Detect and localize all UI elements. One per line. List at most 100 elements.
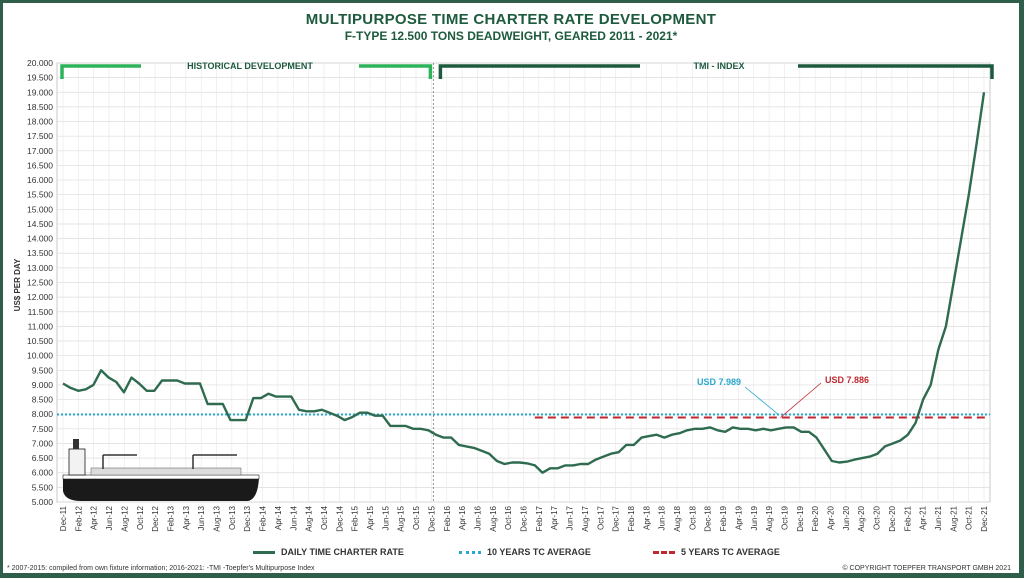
- y-tick-label: 9.000: [32, 380, 54, 390]
- ten-year-callout-line: [744, 386, 779, 415]
- x-tick-label: Oct-13: [228, 505, 237, 530]
- x-tick-label: Oct-16: [504, 505, 513, 530]
- x-tick-label: Apr-16: [458, 505, 467, 530]
- x-tick-label: Jun-19: [750, 505, 759, 530]
- x-tick-label: Apr-17: [550, 505, 559, 530]
- x-tick-label: Jun-16: [473, 505, 482, 530]
- x-tick-label: Dec-12: [151, 505, 160, 531]
- y-tick-label: 8.000: [32, 409, 54, 419]
- y-tick-label: 14.000: [27, 234, 53, 244]
- x-tick-label: Aug-19: [765, 505, 774, 531]
- x-tick-label: Aug-18: [673, 505, 682, 531]
- y-tick-label: 13.500: [27, 248, 53, 258]
- x-tick-label: Oct-12: [136, 505, 145, 530]
- x-tick-label: Feb-12: [74, 505, 83, 531]
- x-tick-label: Apr-21: [919, 505, 928, 530]
- x-tick-label: Dec-19: [796, 505, 805, 531]
- historical-bracket-left: [60, 64, 141, 79]
- x-tick-label: Oct-20: [873, 505, 882, 530]
- x-tick-label: Feb-18: [627, 505, 636, 531]
- average-lines: [57, 413, 990, 419]
- historical-label: HISTORICAL DEVELOPMENT: [187, 61, 313, 71]
- x-tick-label: Feb-21: [903, 505, 912, 531]
- legend-label-5y: 5 YEARS TC AVERAGE: [681, 547, 780, 557]
- x-tick-label: Apr-20: [827, 505, 836, 530]
- section-brackets: HISTORICAL DEVELOPMENT TMI - INDEX: [60, 61, 994, 79]
- x-tick-label: Aug-14: [305, 505, 314, 531]
- chart-subtitle: F-TYPE 12.500 TONS DEADWEIGHT, GEARED 20…: [344, 29, 678, 43]
- tmi-label: TMI - INDEX: [694, 61, 745, 71]
- y-tick-label: 18.500: [27, 102, 53, 112]
- y-tick-label: 10.000: [27, 351, 53, 361]
- x-tick-label: Feb-19: [719, 505, 728, 531]
- y-tick-label: 5.500: [32, 482, 54, 492]
- historical-bracket-right: [359, 64, 433, 79]
- x-tick-label: Dec-20: [888, 505, 897, 531]
- y-tick-label: 13.000: [27, 263, 53, 273]
- x-tick-label: Feb-17: [535, 505, 544, 531]
- chart-frame: MULTIPURPOSE TIME CHARTER RATE DEVELOPME…: [3, 3, 1019, 573]
- x-tick-label: Jun-12: [105, 505, 114, 530]
- y-tick-label: 16.500: [27, 160, 53, 170]
- x-axis: Dec-11 Feb-12 Apr-12 Jun-12 Aug-12 Oct-12 Dec-…: [59, 505, 989, 531]
- chart-svg: 5.000 5.500 6.000 6.500 7.000 7.500 8.000 8.500…: [13, 58, 994, 532]
- x-tick-label: Oct-19: [780, 505, 789, 530]
- five-year-callout-line: [780, 382, 822, 418]
- y-tick-label: 5.000: [32, 497, 54, 507]
- x-tick-label: Oct-21: [965, 505, 974, 530]
- x-tick-label: Apr-18: [642, 505, 651, 530]
- series-lines: [62, 92, 986, 474]
- copyright: © COPYRIGHT TOEPFER TRANSPORT GMBH 2021: [842, 565, 1011, 572]
- x-tick-label: Oct-15: [412, 505, 421, 530]
- y-tick-label: 14.500: [27, 219, 53, 229]
- x-tick-label: Jun-14: [289, 505, 298, 530]
- y-tick-label: 19.000: [27, 87, 53, 97]
- y-tick-label: 10.500: [27, 336, 53, 346]
- legend-swatch-daily: [253, 550, 275, 554]
- x-tick-label: Apr-14: [274, 505, 283, 530]
- legend-label-daily: DAILY TIME CHARTER RATE: [281, 547, 404, 557]
- ship-cargo: [90, 467, 242, 476]
- y-axis: 5.000 5.500 6.000 6.500 7.000 7.500 8.000 8.500…: [27, 58, 53, 507]
- x-tick-label: Dec-16: [520, 505, 529, 531]
- x-tick-label: Jun-21: [934, 505, 943, 530]
- legend-label-10y: 10 YEARS TC AVERAGE: [487, 547, 591, 557]
- annotations: USD 7.989 USD 7.886: [697, 375, 869, 418]
- five-year-average-label: USD 7.886: [825, 375, 869, 385]
- y-tick-label: 7.500: [32, 424, 54, 434]
- x-tick-label: Dec-15: [427, 505, 436, 531]
- y-tick-label: 15.000: [27, 204, 53, 214]
- y-tick-label: 6.500: [32, 453, 54, 463]
- x-tick-label: Aug-15: [397, 505, 406, 531]
- ship-deck-line: [62, 474, 260, 480]
- x-tick-label: Feb-20: [811, 505, 820, 531]
- x-tick-label: Aug-12: [120, 505, 129, 531]
- y-tick-label: 11.500: [28, 307, 54, 317]
- x-tick-label: Oct-17: [596, 505, 605, 530]
- x-tick-label: Jun-15: [381, 505, 390, 530]
- x-tick-label: Aug-20: [857, 505, 866, 531]
- footnote: * 2007-2015: compiled from own fixture i…: [7, 565, 315, 572]
- x-tick-label: Dec-11: [59, 505, 68, 531]
- y-tick-label: 17.500: [27, 131, 53, 141]
- x-tick-label: Dec-18: [704, 505, 713, 531]
- y-tick-label: 12.000: [27, 292, 53, 302]
- x-tick-label: Feb-14: [259, 505, 268, 531]
- y-tick-label: 16.000: [27, 175, 53, 185]
- ten-year-average-label: USD 7.989: [697, 377, 741, 387]
- x-tick-label: Feb-16: [443, 505, 452, 531]
- x-tick-label: Apr-13: [182, 505, 191, 530]
- x-tick-label: Apr-15: [366, 505, 375, 530]
- x-tick-label: Jun-13: [197, 505, 206, 530]
- x-tick-label: Apr-12: [90, 505, 99, 530]
- y-tick-label: 19.500: [27, 73, 53, 83]
- x-tick-label: Jun-20: [842, 505, 851, 530]
- x-tick-label: Jun-17: [566, 505, 575, 530]
- x-tick-label: Apr-19: [734, 505, 743, 530]
- tmi-bracket-left: [438, 64, 640, 79]
- x-tick-label: Dec-13: [243, 505, 252, 531]
- chart-title: MULTIPURPOSE TIME CHARTER RATE DEVELOPME…: [305, 11, 717, 28]
- x-tick-label: Aug-13: [213, 505, 222, 531]
- y-tick-label: 7.000: [32, 438, 54, 448]
- legend-swatch-5y: [653, 550, 675, 554]
